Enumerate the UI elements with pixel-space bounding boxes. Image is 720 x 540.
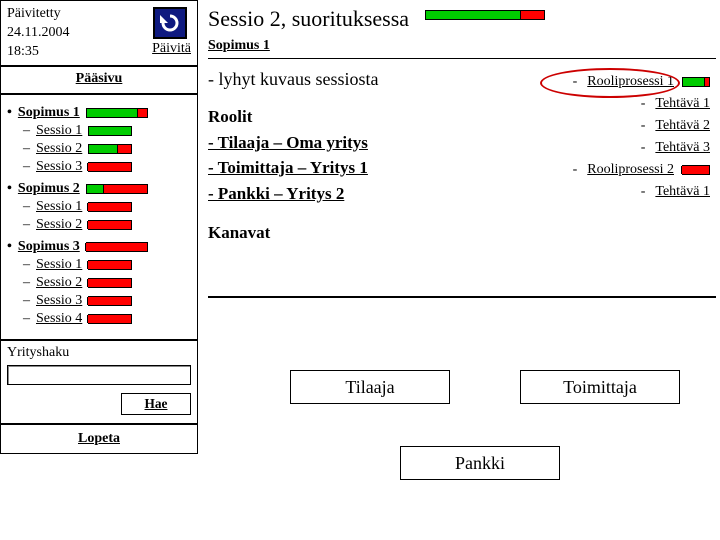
nav-group-link[interactable]: Sopimus 3 [18, 239, 80, 255]
nav-session-link[interactable]: Sessio 2 [36, 275, 82, 291]
sidebar-subitem[interactable]: – Sessio 1 [23, 257, 193, 273]
sidebar-item-g1[interactable]: • Sopimus 1 [7, 105, 193, 121]
progress-bar [88, 144, 132, 154]
actor-pankki[interactable]: Pankki [400, 446, 560, 480]
sidebar-subitem[interactable]: – Sessio 3 [23, 293, 193, 309]
search-label: Yrityshaku [7, 345, 191, 361]
home-link[interactable]: Pääsivu [0, 66, 198, 94]
nav-session-link[interactable]: Sessio 3 [36, 293, 82, 309]
right-item[interactable]: - Tehtävä 2 [534, 118, 710, 134]
refresh-button[interactable]: Päivitä [152, 40, 191, 59]
nav-tree: • Sopimus 1 – Sessio 1 – Sessio 2 – Sessio … [0, 94, 198, 340]
right-item[interactable]: - Rooliprosessi 1 [534, 74, 710, 90]
quit-button[interactable]: Lopeta [0, 424, 198, 454]
refresh-icon[interactable] [153, 7, 187, 39]
progress-bar [682, 77, 710, 87]
nav-session-link[interactable]: Sessio 1 [36, 123, 82, 139]
sidebar-subitem[interactable]: – Sessio 1 [23, 123, 193, 139]
progress-bar [88, 126, 132, 136]
progress-bar [86, 184, 148, 194]
progress-bar [86, 242, 148, 252]
progress-bar [88, 162, 132, 172]
nav-group-link[interactable]: Sopimus 1 [18, 105, 80, 121]
updated-panel: Päivitetty 24.11.2004 18:35 Päivitä [0, 0, 198, 66]
page-title: Sessio 2, suorituksessa [208, 6, 409, 32]
actor-toimittaja[interactable]: Toimittaja [520, 370, 680, 404]
right-item[interactable]: - Tehtävä 1 [534, 96, 710, 112]
progress-bar [88, 278, 132, 288]
sidebar-subitem[interactable]: – Sessio 3 [23, 159, 193, 175]
search-input[interactable] [7, 365, 191, 385]
nav-session-link[interactable]: Sessio 3 [36, 159, 82, 175]
sidebar-subitem[interactable]: – Sessio 2 [23, 217, 193, 233]
sidebar-item-g3[interactable]: • Sopimus 3 [7, 239, 193, 255]
right-item[interactable]: - Tehtävä 1 [534, 184, 710, 200]
right-link[interactable]: Tehtävä 1 [655, 96, 710, 112]
sidebar-subitem[interactable]: – Sessio 2 [23, 275, 193, 291]
divider [208, 58, 716, 59]
breadcrumb[interactable]: Sopimus 1 [208, 38, 716, 54]
progress-bar [425, 10, 545, 20]
right-item[interactable]: - Tehtävä 3 [534, 140, 710, 156]
section-divider [208, 296, 716, 298]
nav-session-link[interactable]: Sessio 2 [36, 141, 82, 157]
channels-heading: Kanavat [208, 220, 716, 246]
search-panel: Yrityshaku Hae [0, 340, 198, 424]
right-link[interactable]: Tehtävä 3 [655, 140, 710, 156]
sidebar-subitem[interactable]: – Sessio 2 [23, 141, 193, 157]
progress-bar [88, 296, 132, 306]
progress-bar [88, 202, 132, 212]
nav-session-link[interactable]: Sessio 4 [36, 311, 82, 327]
sidebar-subitem[interactable]: – Sessio 4 [23, 311, 193, 327]
right-link[interactable]: Rooliprosessi 2 [587, 162, 674, 178]
actor-tilaaja[interactable]: Tilaaja [290, 370, 450, 404]
search-button[interactable]: Hae [121, 393, 191, 415]
progress-bar [88, 220, 132, 230]
nav-session-link[interactable]: Sessio 1 [36, 257, 82, 273]
right-item[interactable]: - Rooliprosessi 2 [534, 162, 710, 178]
progress-bar [88, 260, 132, 270]
right-link[interactable]: Tehtävä 1 [655, 184, 710, 200]
nav-session-link[interactable]: Sessio 1 [36, 199, 82, 215]
sidebar-subitem[interactable]: – Sessio 1 [23, 199, 193, 215]
nav-session-link[interactable]: Sessio 2 [36, 217, 82, 233]
sidebar-item-g2[interactable]: • Sopimus 2 [7, 181, 193, 197]
nav-group-link[interactable]: Sopimus 2 [18, 181, 80, 197]
right-link[interactable]: Rooliprosessi 1 [587, 74, 674, 90]
progress-bar [88, 314, 132, 324]
right-link[interactable]: Tehtävä 2 [655, 118, 710, 134]
progress-bar [682, 165, 710, 175]
progress-bar [86, 108, 148, 118]
